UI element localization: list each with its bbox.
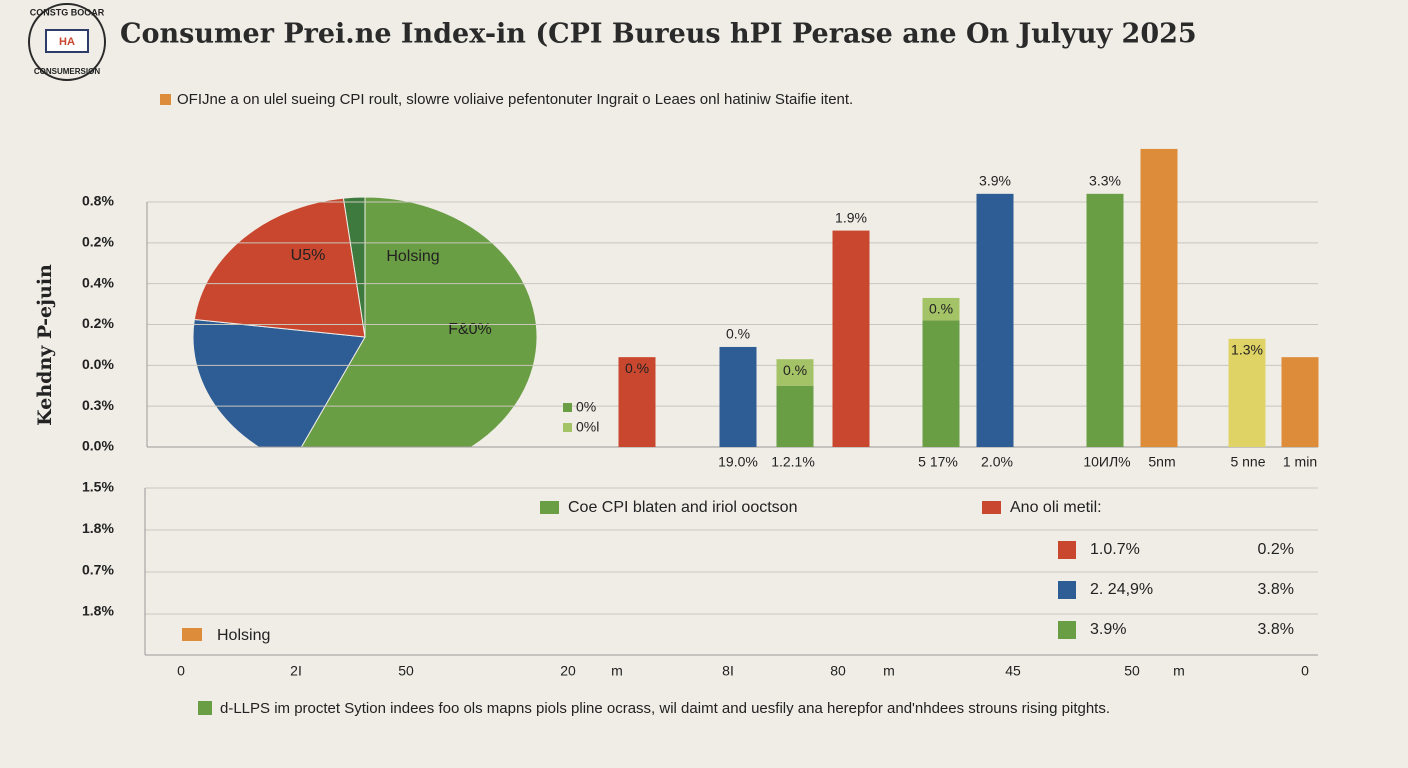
x-tick-label: 80 xyxy=(830,663,846,679)
legend-label: 0%l xyxy=(576,419,599,435)
title: Consumer Prei.ne Index-in (CPI Bureus hP… xyxy=(120,19,1197,50)
x-tick-label: 10ИЛ% xyxy=(1083,454,1130,470)
bar xyxy=(976,193,1014,447)
bar xyxy=(719,346,757,447)
logo-bottom: CONSUMERSION xyxy=(34,67,100,76)
x-tick-label: 1.2.1% xyxy=(771,454,815,470)
table-swatch xyxy=(1058,621,1076,639)
bar-label: 1.9% xyxy=(835,209,867,225)
logo-top: CONSTG BOOAR xyxy=(30,7,105,17)
bar xyxy=(776,359,814,386)
legend-swatch xyxy=(563,423,572,432)
table-swatch xyxy=(1058,581,1076,599)
x-tick-label: 0 xyxy=(177,663,185,679)
bar xyxy=(1086,193,1124,447)
legend-swatch xyxy=(563,403,572,412)
legend-label: 0% xyxy=(576,399,596,415)
pie-slice xyxy=(193,197,366,338)
bar-label: 0.% xyxy=(726,326,750,342)
pie-label: Holsing xyxy=(386,248,439,265)
x-tick-label: 2I xyxy=(290,663,302,679)
note-swatch xyxy=(182,628,202,641)
x-tick-label: 8I xyxy=(722,663,734,679)
table-cell: 3.9% xyxy=(1090,621,1126,638)
pie xyxy=(192,196,538,447)
legend-swatch xyxy=(982,501,1001,514)
x-tick-label: 1 min xyxy=(1283,454,1317,470)
y-tick-label: 1.8% xyxy=(82,520,114,536)
legend-swatch xyxy=(540,501,559,514)
table-cell: 1.0.7% xyxy=(1090,541,1140,558)
bar xyxy=(922,297,960,321)
bar-label: 3.3% xyxy=(1089,173,1121,189)
bar-label: 0.% xyxy=(783,362,807,378)
y-tick-label: 1.8% xyxy=(82,603,114,619)
y-tick-label: 0.2% xyxy=(82,315,114,331)
footer-swatch xyxy=(198,701,212,715)
bar xyxy=(776,385,814,447)
y-tick-label: 0.8% xyxy=(82,193,114,209)
table-swatch xyxy=(1058,541,1076,559)
bar-label: 3.9% xyxy=(979,173,1011,189)
pie-slice xyxy=(192,318,366,447)
bar xyxy=(1140,148,1178,447)
pie-label: F&0% xyxy=(448,321,492,338)
y-tick-label: 0.3% xyxy=(82,397,114,413)
pie-label: U5% xyxy=(291,247,326,264)
subtitle: OFIJne a on ulel sueing CPI roult, slowr… xyxy=(177,91,853,108)
y-tick-label: 0.4% xyxy=(82,274,114,290)
x-tick-label: 0 xyxy=(1301,663,1309,679)
x-tick-label: 5 17% xyxy=(918,454,958,470)
bar-label: 0.% xyxy=(625,360,649,376)
logo: CONSTG BOOAR HA CONSUMERSION xyxy=(28,3,106,81)
bar xyxy=(832,230,870,447)
x-tick-label: m xyxy=(1173,663,1185,679)
x-tick-label: 20 xyxy=(560,663,576,679)
x-tick-label: 5 nne xyxy=(1230,454,1265,470)
logo-ring xyxy=(28,3,106,81)
y-tick-label: 0.0% xyxy=(82,356,114,372)
logo-shield xyxy=(45,29,89,53)
table-cell: 0.2% xyxy=(1258,541,1294,558)
y-tick-label: 0.0% xyxy=(82,438,114,454)
x-tick-label: 5nm xyxy=(1148,454,1175,470)
bar xyxy=(1228,338,1266,447)
subtitle-swatch xyxy=(160,94,171,105)
note-label: Holsing xyxy=(217,627,270,644)
bar xyxy=(922,320,960,447)
x-tick-label: 50 xyxy=(398,663,414,679)
y-tick-label: 0.2% xyxy=(82,234,114,250)
pie-slice xyxy=(300,196,538,447)
bar xyxy=(618,357,656,447)
x-tick-label: m xyxy=(883,663,895,679)
table-cell: 2. 24,9% xyxy=(1090,581,1153,598)
y-axis-label: Kehdny P-ejuin xyxy=(34,264,56,426)
y-tick-label: 0.7% xyxy=(82,561,114,577)
bar-label: 1.3% xyxy=(1231,341,1263,357)
bar xyxy=(1281,357,1319,447)
pie-slice xyxy=(342,196,366,338)
x-tick-label: 50 xyxy=(1124,663,1140,679)
x-tick-label: m xyxy=(611,663,623,679)
legend-label: Ano oli metil: xyxy=(1010,499,1102,516)
x-tick-label: 2.0% xyxy=(981,454,1013,470)
y-tick-label: 1.5% xyxy=(82,479,114,495)
logo-center: HA xyxy=(59,36,75,48)
x-tick-label: 19.0% xyxy=(718,454,758,470)
table-cell: 3.8% xyxy=(1258,581,1294,598)
bar-label: 0.% xyxy=(929,301,953,317)
legend-label: Coe CPI blaten and iriol ooctson xyxy=(568,499,797,516)
x-tick-label: 45 xyxy=(1005,663,1021,679)
footer: d-LLPS im proctet Sytion indees foo ols … xyxy=(220,700,1110,717)
table-cell: 3.8% xyxy=(1258,621,1294,638)
